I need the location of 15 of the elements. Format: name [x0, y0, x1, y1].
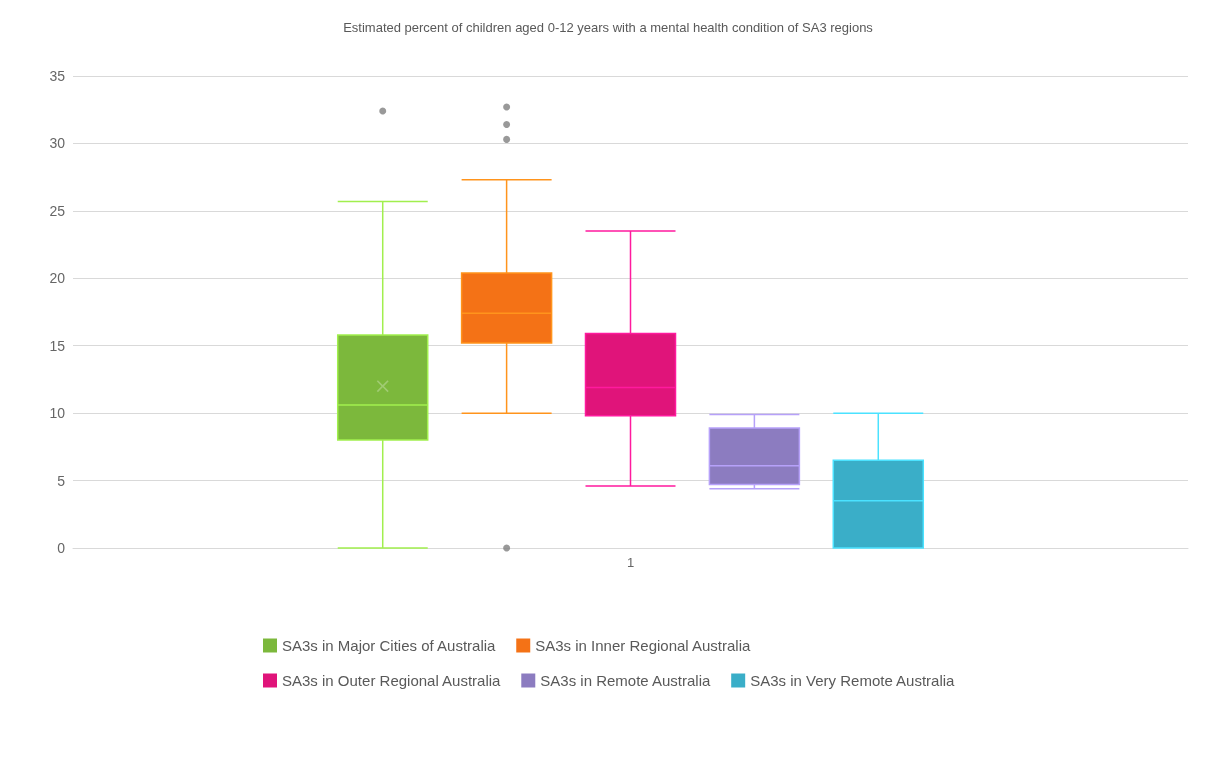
- y-tick-label: 15: [49, 337, 66, 354]
- legend-label: SA3s in Outer Regional Australia: [282, 672, 502, 689]
- chart-title: Estimated percent of children aged 0-12 years with a mental health condition of SA3 regions: [343, 20, 874, 35]
- y-tick-label: 20: [49, 270, 66, 287]
- y-tick-label: 0: [57, 540, 66, 556]
- y-tick-label: 30: [49, 135, 66, 152]
- legend-label: SA3s in Remote Australia: [540, 672, 712, 689]
- y-tick-label: 25: [49, 202, 66, 219]
- x-tick-label: 1: [626, 555, 635, 570]
- legend-label: SA3s in Inner Regional Australia: [535, 637, 752, 654]
- y-tick-label: 10: [49, 405, 66, 422]
- legend-label: SA3s in Major Cities of Australia: [282, 637, 497, 654]
- y-tick-label: 35: [49, 68, 66, 84]
- legend-label: SA3s in Very Remote Australia: [750, 672, 956, 689]
- y-tick-label: 5: [57, 472, 66, 489]
